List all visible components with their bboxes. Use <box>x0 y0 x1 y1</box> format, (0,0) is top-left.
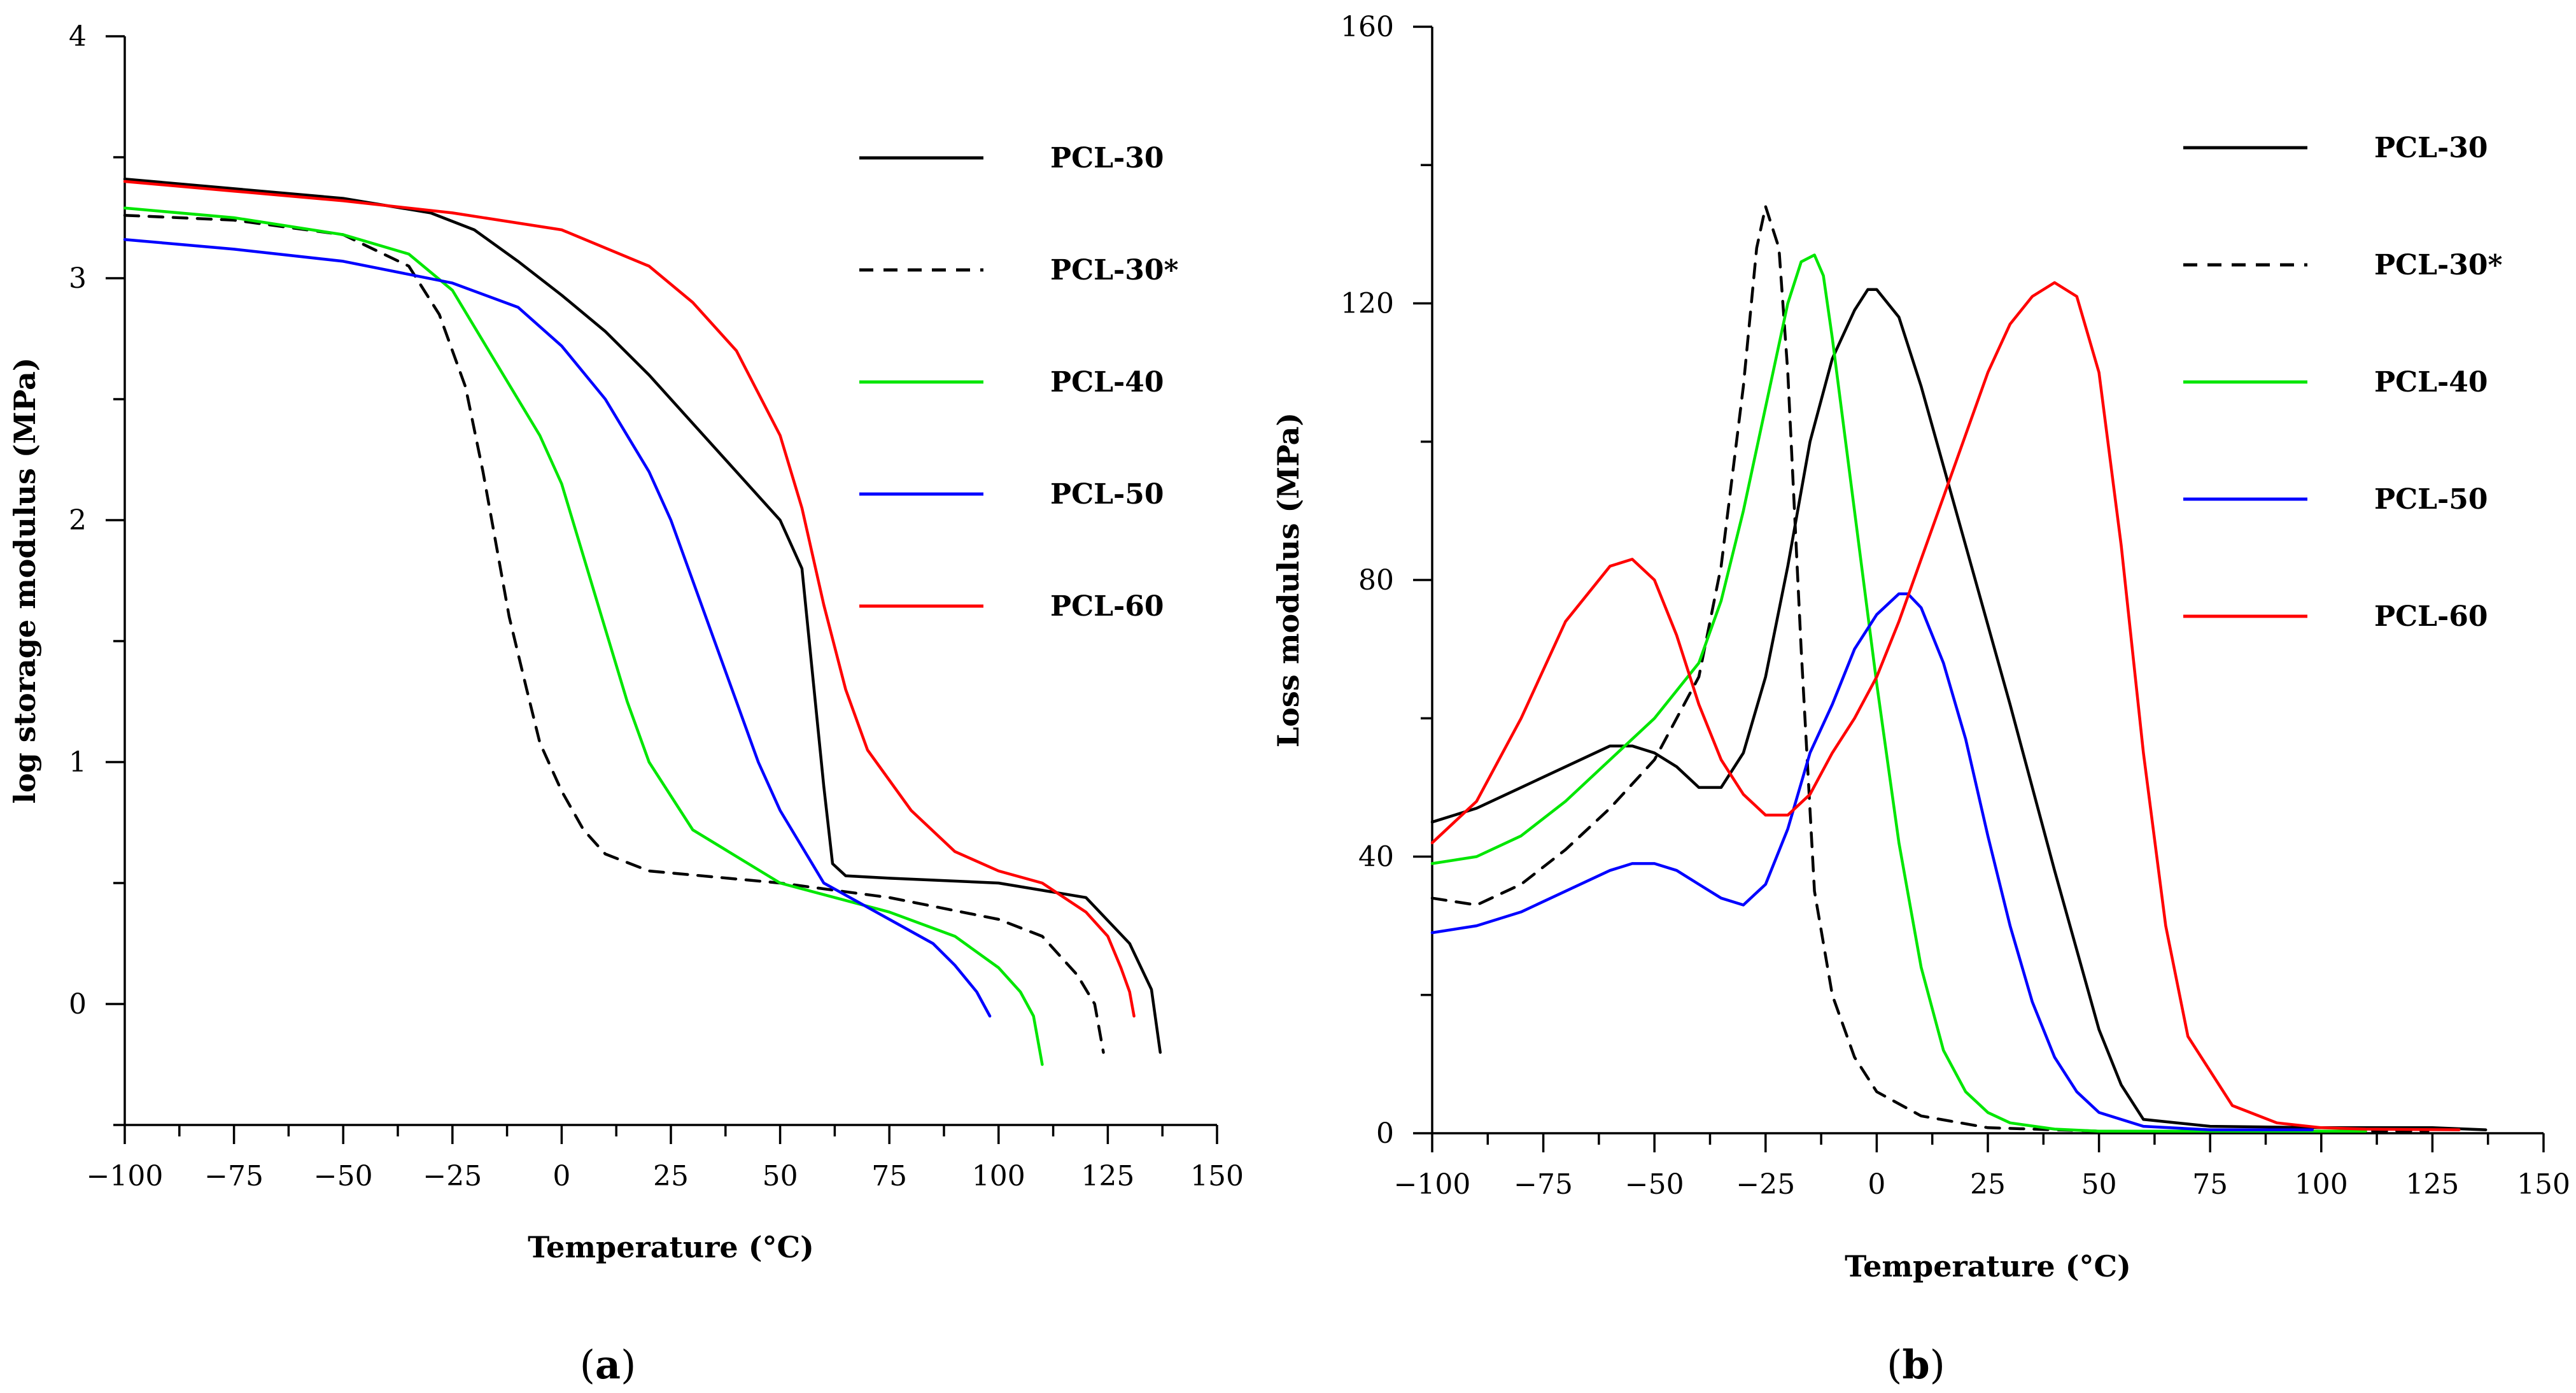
series-line-pcl-40 <box>123 206 1044 1066</box>
series-line-pcl-50 <box>1430 592 2314 1131</box>
series-line-pcl-60 <box>1430 281 2461 1131</box>
legend-label: PCL-60 <box>2374 600 2488 633</box>
legend-label: PCL-50 <box>2374 483 2488 516</box>
x-tick-label: 100 <box>2295 1168 2348 1201</box>
series-line-pcl-30 <box>123 177 1162 1054</box>
x-tick-label: 50 <box>2081 1168 2117 1201</box>
x-tick-label: −75 <box>1514 1168 1573 1201</box>
x-tick-label: −100 <box>87 1160 164 1192</box>
x-tick-label: −25 <box>423 1160 482 1192</box>
panel-label: (a) <box>580 1341 637 1388</box>
chart-a: −100 −75 −50 −25 0 25 50 75 100 125 150 0 1 2 3 4 Temper… <box>8 20 1244 1388</box>
y-tick-label: 4 <box>69 20 87 53</box>
x-tick-label: 75 <box>2192 1168 2228 1201</box>
panel-label: (b) <box>1887 1341 1945 1388</box>
legend-label: PCL-30* <box>1050 254 1179 286</box>
x-axis-title: Temperature (°C) <box>1845 1249 2131 1283</box>
axis-lines <box>123 36 1217 1126</box>
x-tick-label: 0 <box>553 1160 570 1192</box>
legend-label: PCL-30 <box>1050 142 1164 174</box>
chart-b: −100 −75 −50 −25 0 25 50 75 100 125 150 0 40 80 120 160… <box>1271 11 2570 1388</box>
series-line-pcl-40 <box>1430 253 2367 1133</box>
legend-label: PCL-30 <box>2374 132 2488 164</box>
y-tick-label: 3 <box>69 262 87 295</box>
y-tick-label: 0 <box>69 988 87 1021</box>
x-tick-label: 50 <box>763 1160 798 1192</box>
series-line-pcl-30- <box>123 213 1105 1054</box>
x-tick-label: 25 <box>653 1160 689 1192</box>
x-tick-label: 100 <box>972 1160 1025 1192</box>
x-tick-label: 125 <box>1081 1160 1134 1192</box>
y-tick-label: 80 <box>1358 564 1394 597</box>
y-tick-label: 1 <box>69 746 87 779</box>
x-tick-label: −75 <box>204 1160 264 1192</box>
x-axis-title: Temperature (°C) <box>528 1230 814 1264</box>
y-axis-title: log storage modulus (MPa) <box>8 357 42 803</box>
y-tick-label: 40 <box>1358 841 1394 873</box>
x-tick-label: −25 <box>1736 1168 1795 1201</box>
x-tick-label: 75 <box>871 1160 907 1192</box>
legend-label: PCL-40 <box>2374 366 2488 399</box>
y-tick-label: 160 <box>1341 11 1394 43</box>
x-tick-label: −100 <box>1394 1168 1471 1201</box>
y-tick-label: 0 <box>1376 1117 1394 1150</box>
x-tick-label: 0 <box>1868 1168 1885 1201</box>
x-tick-label: 125 <box>2405 1168 2459 1201</box>
series-line-pcl-60 <box>123 180 1136 1018</box>
y-tick-label: 2 <box>69 504 87 537</box>
legend-label: PCL-30* <box>2374 249 2503 281</box>
x-tick-label: −50 <box>314 1160 373 1192</box>
series-line-pcl-30 <box>1430 288 2488 1131</box>
y-axis-title: Loss modulus (MPa) <box>1271 413 1306 747</box>
series-line-pcl-30- <box>1430 205 2430 1133</box>
legend-label: PCL-40 <box>1050 366 1164 399</box>
series-line-pcl-50 <box>123 237 992 1018</box>
legend-label: PCL-50 <box>1050 478 1164 511</box>
x-tick-label: −50 <box>1625 1168 1684 1201</box>
x-tick-label: 150 <box>2517 1168 2570 1201</box>
x-tick-label: 25 <box>1970 1168 2006 1201</box>
legend-label: PCL-60 <box>1050 590 1164 623</box>
y-tick-label: 120 <box>1341 288 1394 320</box>
x-tick-label: 150 <box>1190 1160 1244 1192</box>
